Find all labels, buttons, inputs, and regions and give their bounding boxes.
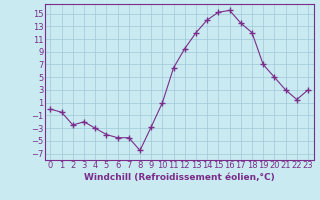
X-axis label: Windchill (Refroidissement éolien,°C): Windchill (Refroidissement éolien,°C): [84, 173, 275, 182]
